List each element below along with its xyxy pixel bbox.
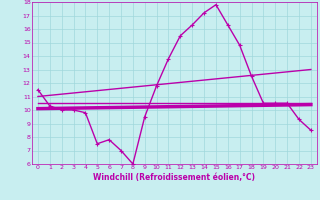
X-axis label: Windchill (Refroidissement éolien,°C): Windchill (Refroidissement éolien,°C) — [93, 173, 255, 182]
